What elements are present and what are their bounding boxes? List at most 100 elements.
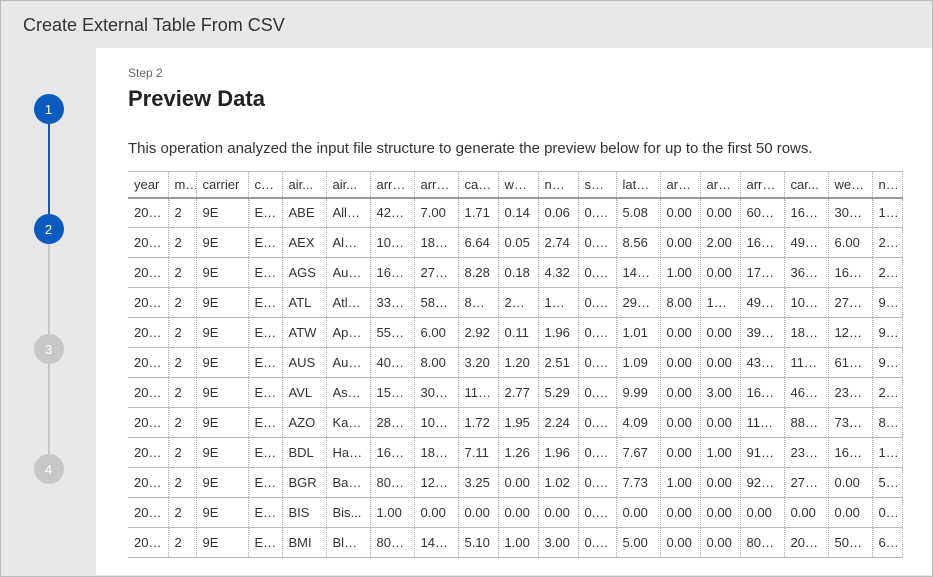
table-cell: 0.00 [700,528,740,558]
table-cell: 1.96 [538,438,578,468]
table-cell: 1.20 [498,348,538,378]
table-row[interactable]: 202029EEn...BISBis...1.000.000.000.000.0… [128,498,902,528]
table-row[interactable]: 202029EEn...BGRBan...80.0012.003.250.001… [128,468,902,498]
table-cell: 4.09 [616,408,660,438]
table-cell: 0.00 [414,498,458,528]
table-cell: En... [248,498,282,528]
table-cell: 2020 [128,528,168,558]
table-cell: 0.00 [578,348,616,378]
table-cell: 0.00 [660,198,700,228]
table-cell: En... [248,378,282,408]
table-cell: 80.00 [370,528,414,558]
table-cell: 9E [196,228,248,258]
step-4-dot[interactable]: 4 [34,454,64,484]
column-header[interactable]: year [128,172,168,198]
column-header[interactable]: late... [616,172,660,198]
step-1-dot[interactable]: 1 [34,94,64,124]
column-header[interactable]: air... [326,172,370,198]
table-row[interactable]: 202029EEn...BDLHart...160....18.007.111.… [128,438,902,468]
table-cell: 164.... [784,198,828,228]
column-header[interactable]: ca... [248,172,282,198]
table-cell: 14.00 [414,528,458,558]
column-header[interactable]: carrier [196,172,248,198]
column-header[interactable]: sec... [578,172,616,198]
table-cell: 2020 [128,378,168,408]
table-cell: 0.00 [700,408,740,438]
table-cell: 0.00 [700,258,740,288]
table-cell: 6.00 [414,318,458,348]
column-header[interactable]: arr_... [370,172,414,198]
table-row[interactable]: 202029EEn...ATLAtla...336....581....88.2… [128,288,902,318]
table-cell: 8.00 [414,348,458,378]
table-cell: 0.14 [498,198,538,228]
header-title: Create External Table From CSV [23,15,285,35]
table-cell: Aug... [326,258,370,288]
column-header[interactable]: arr_... [700,172,740,198]
table-cell: 436.... [740,348,784,378]
table-cell: En... [248,228,282,258]
column-header[interactable]: car... [458,172,498,198]
table-cell: 9E [196,498,248,528]
table-cell: 2 [168,258,196,288]
table-row[interactable]: 202029EEn...ABEAlle...42.007.001.710.140… [128,198,902,228]
column-header[interactable]: arr_... [414,172,458,198]
table-cell: 7.00 [414,198,458,228]
table-row[interactable]: 202029EEn...AUSAust...40.008.003.201.202… [128,348,902,378]
table-cell: 0.00 [578,318,616,348]
table-head: yearm...carrierca...air...air...arr_...a… [128,172,902,198]
table-cell: 80.00 [370,468,414,498]
table-cell: 1.00 [660,258,700,288]
table-cell: 98. [872,318,902,348]
table-cell: 9E [196,348,248,378]
table-cell: 61.00 [828,348,872,378]
table-cell: 9E [196,378,248,408]
table-cell: 2020 [128,438,168,468]
table-cell: 40.00 [370,348,414,378]
table-body: 202029EEn...ABEAlle...42.007.001.710.140… [128,198,902,558]
table-cell: 104.... [370,228,414,258]
table-cell: Hart... [326,438,370,468]
column-header[interactable]: air... [282,172,326,198]
table-cell: 2786... [828,288,872,318]
table-row[interactable]: 202029EEn...BMIBloo...80.0014.005.101.00… [128,528,902,558]
column-header[interactable]: wea... [828,172,872,198]
table-cell: 0.00 [498,498,538,528]
table-cell: 30.00 [414,378,458,408]
column-header[interactable]: we... [498,172,538,198]
page-header: Create External Table From CSV [1,1,932,44]
column-header[interactable]: arr_... [660,172,700,198]
table-row[interactable]: 202029EEn...AZOKala...28.0010.001.721.95… [128,408,902,438]
column-header[interactable]: m... [168,172,196,198]
table-cell: BIS [282,498,326,528]
table-row[interactable]: 202029EEn...ATWApp...55.006.002.920.111.… [128,318,902,348]
column-header[interactable]: nas... [538,172,578,198]
table-row[interactable]: 202029EEn...AGSAug...168....27.008.280.1… [128,258,902,288]
table-row[interactable]: 202029EEn...AVLAsh...156....30.0011.952.… [128,378,902,408]
table-cell: 2 [168,348,196,378]
table-cell: 4.32 [538,258,578,288]
column-header[interactable]: arr_... [740,172,784,198]
table-cell: 9E [196,258,248,288]
table-row[interactable]: 202029EEn...AEXAlex...104....18.006.640.… [128,228,902,258]
column-header[interactable]: nas [872,172,902,198]
table-cell: 0.00 [458,498,498,528]
header-row: yearm...carrierca...air...air...arr_...a… [128,172,902,198]
preview-table: yearm...carrierca...air...air...arr_...a… [128,171,903,558]
table-cell: 0.06 [538,198,578,228]
column-header[interactable]: car... [784,172,828,198]
table-cell: 0.00 [578,378,616,408]
table-cell: En... [248,408,282,438]
table-cell: 2 [168,408,196,438]
table-cell: 9E [196,198,248,228]
table-cell: En... [248,318,282,348]
table-cell: AUS [282,348,326,378]
table-cell: 1651... [740,228,784,258]
table-cell: 1.01 [616,318,660,348]
table-cell: 8.56 [616,228,660,258]
step-3-dot[interactable]: 3 [34,334,64,364]
table-cell: En... [248,198,282,228]
step-2-dot[interactable]: 2 [34,214,64,244]
table-cell: Bis... [326,498,370,528]
preview-table-wrap: yearm...carrierca...air...air...arr_...a… [128,171,932,558]
table-cell: 2020 [128,288,168,318]
